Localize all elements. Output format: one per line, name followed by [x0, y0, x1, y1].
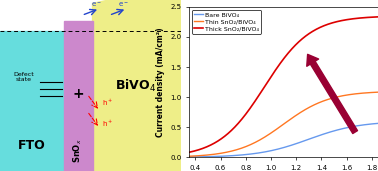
Bar	[0, 31, 64, 171]
Thick SnO₂/BiVO₄	[376, 16, 378, 18]
Text: e$^-$: e$^-$	[118, 0, 129, 9]
Bare BiVO₄	[277, 148, 282, 150]
Thick SnO₂/BiVO₄	[299, 38, 304, 41]
Text: e$^-$: e$^-$	[91, 0, 102, 9]
Bare BiVO₄	[371, 123, 376, 125]
Text: FTO: FTO	[18, 139, 46, 152]
Polygon shape	[93, 0, 181, 171]
Bar	[64, 21, 93, 171]
Text: +: +	[72, 87, 84, 101]
Legend: Bare BiVO₄, Thin SnO₂/BiVO₄, Thick SnO₂/BiVO₄: Bare BiVO₄, Thin SnO₂/BiVO₄, Thick SnO₂/…	[192, 10, 261, 34]
Text: h$^+$: h$^+$	[102, 118, 113, 129]
Text: h$^+$: h$^+$	[102, 98, 113, 108]
Bare BiVO₄	[376, 122, 378, 124]
Y-axis label: Current density (mA/cm²): Current density (mA/cm²)	[156, 27, 164, 137]
Thick SnO₂/BiVO₄	[371, 16, 376, 18]
Text: SnO$_x$: SnO$_x$	[72, 138, 84, 163]
Thick SnO₂/BiVO₄	[276, 64, 281, 66]
Line: Thin SnO₂/BiVO₄: Thin SnO₂/BiVO₄	[189, 92, 378, 156]
Bare BiVO₄	[276, 148, 281, 150]
Text: Defect
state: Defect state	[13, 71, 34, 82]
Bare BiVO₄	[187, 156, 191, 158]
Thick SnO₂/BiVO₄	[277, 63, 282, 65]
Bare BiVO₄	[342, 127, 346, 129]
Thin SnO₂/BiVO₄	[277, 126, 282, 128]
Thin SnO₂/BiVO₄	[187, 155, 191, 157]
Thin SnO₂/BiVO₄	[342, 95, 346, 97]
Line: Thick SnO₂/BiVO₄: Thick SnO₂/BiVO₄	[189, 17, 378, 152]
Text: BiVO$_4$: BiVO$_4$	[115, 77, 157, 94]
Bare BiVO₄	[299, 141, 304, 143]
Line: Bare BiVO₄: Bare BiVO₄	[189, 123, 378, 157]
Thin SnO₂/BiVO₄	[299, 111, 304, 113]
Thick SnO₂/BiVO₄	[342, 19, 346, 21]
FancyArrowPatch shape	[307, 54, 358, 134]
Bare BiVO₄	[289, 144, 294, 146]
Thin SnO₂/BiVO₄	[371, 91, 376, 93]
Thick SnO₂/BiVO₄	[187, 151, 191, 153]
Thin SnO₂/BiVO₄	[289, 118, 294, 120]
Thin SnO₂/BiVO₄	[276, 127, 281, 129]
Thin SnO₂/BiVO₄	[376, 91, 378, 93]
Thick SnO₂/BiVO₄	[289, 49, 294, 51]
